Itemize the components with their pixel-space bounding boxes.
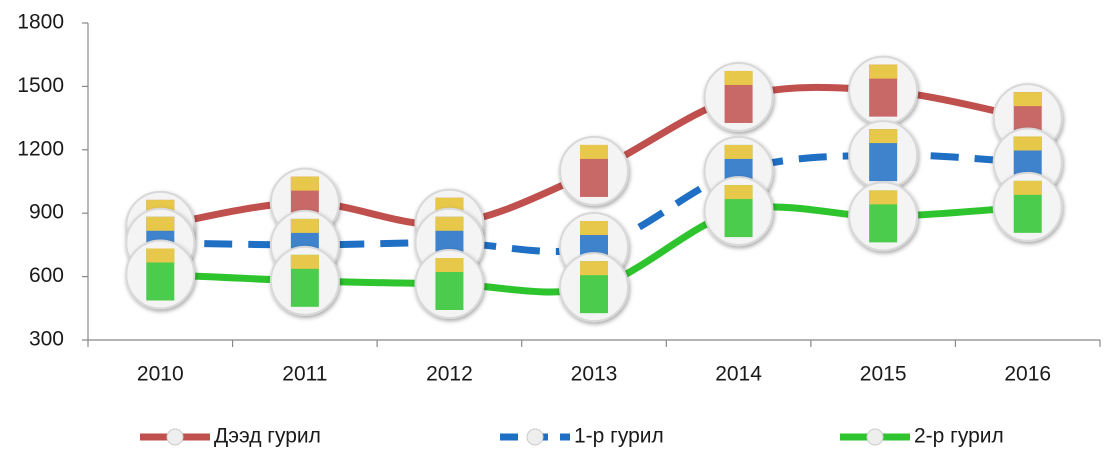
data-point <box>992 171 1063 242</box>
x-tick-label: 2013 <box>571 363 618 386</box>
point-icon-band <box>290 254 319 269</box>
data-point <box>559 135 629 206</box>
y-tick-label: 600 <box>29 264 64 287</box>
x-tick-label: 2011 <box>282 363 327 386</box>
data-point <box>848 120 919 191</box>
y-tick-label: 1500 <box>17 74 64 97</box>
x-tick-label: 2010 <box>137 363 184 386</box>
legend-icon <box>166 428 184 446</box>
x-tick-label: 2014 <box>715 363 762 386</box>
point-icon-band <box>290 218 319 233</box>
point-icon-band <box>869 190 898 205</box>
legend-label: 2-р гурил <box>914 425 1004 448</box>
legend-label: Дээд гурил <box>214 425 321 448</box>
data-point <box>125 239 196 310</box>
data-point <box>269 245 340 316</box>
data-point <box>703 61 774 132</box>
data-point <box>559 252 629 323</box>
point-icon-band <box>724 144 753 159</box>
point-icon-band <box>869 129 898 144</box>
point-icon-band <box>146 248 175 263</box>
y-tick-label: 300 <box>29 328 64 351</box>
data-point <box>703 176 774 247</box>
x-tick-label: 2012 <box>426 363 473 386</box>
y-tick-label: 900 <box>29 201 64 224</box>
data-point <box>414 248 485 319</box>
point-icon-band <box>146 216 175 231</box>
point-icon-band <box>1013 136 1042 151</box>
point-icon-band <box>1013 180 1042 195</box>
legend-icon <box>866 428 884 446</box>
point-icon-band <box>724 185 753 200</box>
point-icon-band <box>290 176 319 191</box>
data-point <box>848 55 919 126</box>
legend-icon <box>526 428 544 446</box>
y-tick-label: 1800 <box>17 11 64 34</box>
point-icon-band <box>724 70 753 85</box>
y-tick-label: 1200 <box>17 137 64 160</box>
point-icon-band <box>435 257 464 272</box>
point-icon-band <box>435 216 464 231</box>
data-point <box>848 181 919 252</box>
point-icon-band <box>869 64 898 79</box>
x-tick-label: 2015 <box>860 363 907 386</box>
point-icon-band <box>580 144 608 159</box>
point-icon-band <box>580 221 608 236</box>
point-icon-band <box>435 197 464 212</box>
point-icon-band <box>580 261 608 276</box>
legend-label: 1-р гурил <box>574 425 664 448</box>
point-icon-band <box>1013 92 1042 107</box>
x-tick-label: 2016 <box>1004 363 1051 386</box>
